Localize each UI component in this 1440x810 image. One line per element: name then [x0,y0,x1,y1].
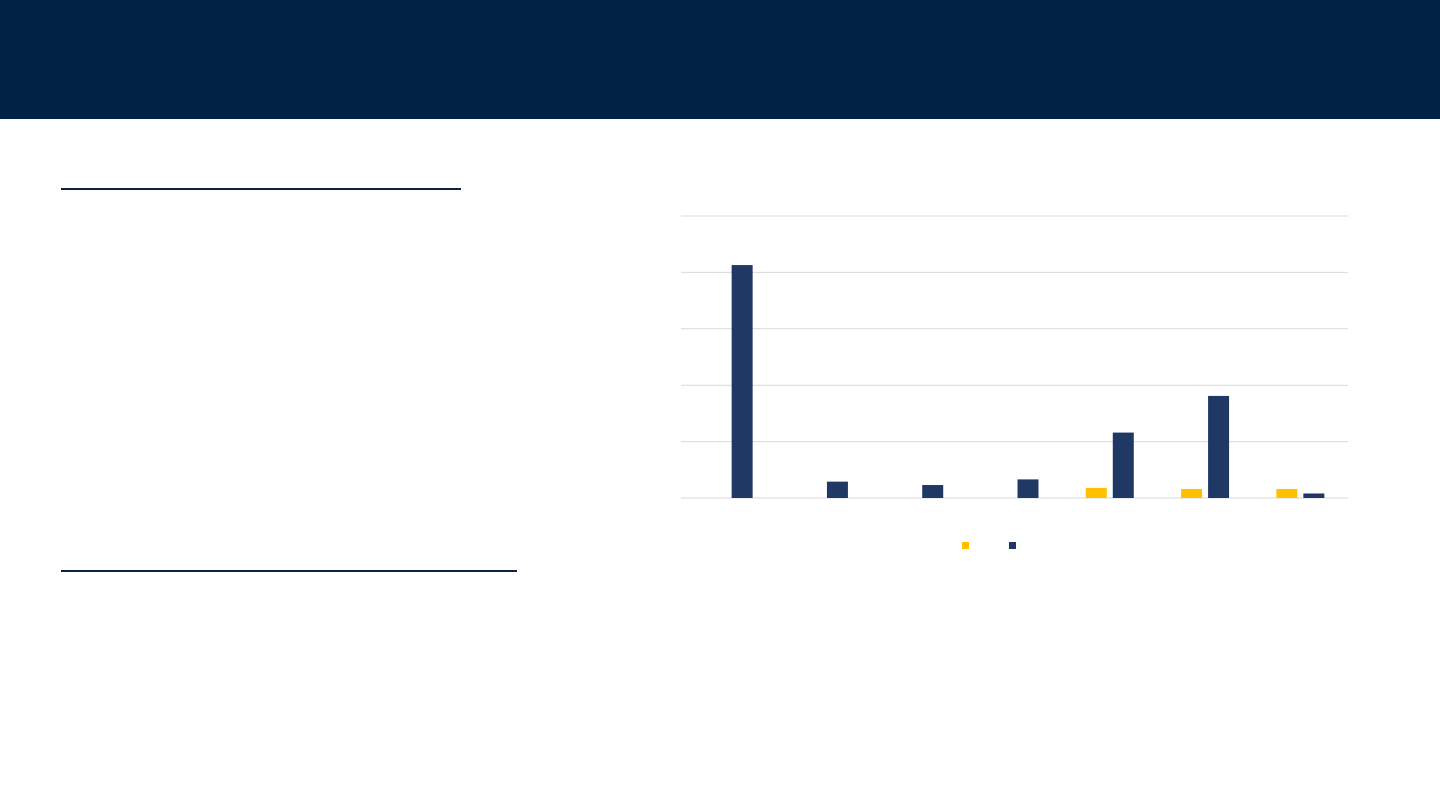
section-divider-bottom [61,570,517,572]
bar-series-2 [1208,395,1230,498]
bar-series-2 [1017,479,1039,498]
chart-canvas [681,215,1348,549]
bar-series-1 [1276,488,1298,498]
section-divider-top [61,188,461,190]
bar-series-2 [731,265,753,498]
bar-series-2 [826,481,848,498]
bar-series-1 [1085,487,1107,498]
chart-bars [731,265,1325,498]
legend-swatch-series-2 [1009,542,1016,549]
chart-legend [962,542,1016,549]
legend-swatch-series-1 [962,542,969,549]
bar-series-1 [1181,488,1203,498]
bar-series-2 [922,485,944,498]
bar-chart [660,200,1360,560]
bar-series-2 [1112,432,1134,498]
chart-gridlines [681,215,1348,499]
bar-series-2 [1303,493,1325,498]
header-band [0,0,1440,119]
